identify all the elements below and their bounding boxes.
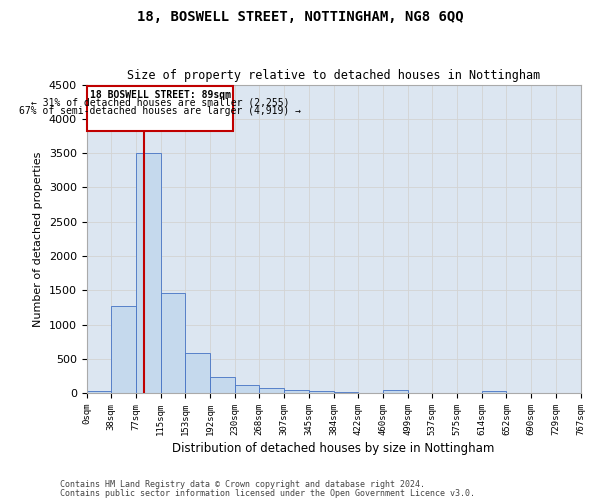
Bar — [309, 391, 334, 393]
Bar — [482, 391, 506, 393]
Bar — [383, 390, 408, 393]
Bar — [284, 390, 309, 393]
Bar — [161, 293, 185, 393]
Bar — [185, 354, 210, 393]
Title: Size of property relative to detached houses in Nottingham: Size of property relative to detached ho… — [127, 69, 540, 82]
Bar — [235, 385, 259, 393]
Bar — [334, 392, 358, 393]
Bar — [86, 391, 111, 393]
Text: Contains public sector information licensed under the Open Government Licence v3: Contains public sector information licen… — [60, 488, 475, 498]
Bar — [136, 153, 161, 393]
Text: 67% of semi-detached houses are larger (4,919) →: 67% of semi-detached houses are larger (… — [19, 106, 301, 116]
Text: 18, BOSWELL STREET, NOTTINGHAM, NG8 6QQ: 18, BOSWELL STREET, NOTTINGHAM, NG8 6QQ — [137, 10, 463, 24]
X-axis label: Distribution of detached houses by size in Nottingham: Distribution of detached houses by size … — [172, 442, 495, 455]
Text: Contains HM Land Registry data © Crown copyright and database right 2024.: Contains HM Land Registry data © Crown c… — [60, 480, 425, 489]
Text: 18 BOSWELL STREET: 89sqm: 18 BOSWELL STREET: 89sqm — [90, 90, 231, 100]
FancyBboxPatch shape — [87, 86, 233, 131]
Bar — [111, 306, 136, 393]
Bar — [259, 388, 284, 393]
Y-axis label: Number of detached properties: Number of detached properties — [33, 151, 43, 326]
Bar — [210, 378, 235, 393]
Text: ← 31% of detached houses are smaller (2,255): ← 31% of detached houses are smaller (2,… — [31, 98, 290, 108]
